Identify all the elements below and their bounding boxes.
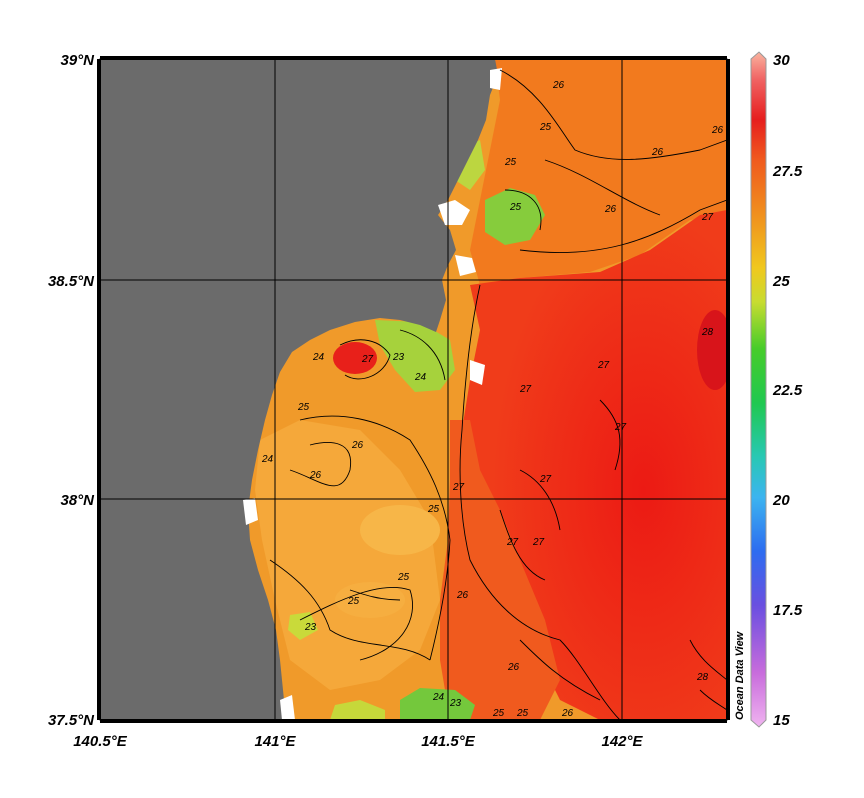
sea-patch-light-1 (360, 505, 440, 555)
cold-patch-south (400, 688, 475, 720)
contour-label: 28 (701, 327, 714, 338)
missing-data-coast-3 (243, 498, 258, 525)
contour-label: 27 (701, 212, 714, 223)
contour-labels: 25 26 26 26 27 28 27 27 27 26 25 25 24 2… (261, 80, 724, 719)
contour-label: 25 (427, 504, 440, 515)
sea-region-transition (440, 420, 560, 720)
contour-label: 27 (519, 384, 532, 395)
contour-label: 27 (452, 482, 465, 493)
lat-label: 39°N (60, 52, 95, 69)
lat-label: 38.5°N (48, 273, 95, 290)
contour-label: 23 (392, 352, 405, 363)
map-plot-area: 25 26 26 26 27 28 27 27 27 26 25 25 24 2… (100, 59, 727, 720)
colorbar-label: 17.5 (773, 602, 803, 619)
colorbar-scale (750, 51, 767, 728)
contour-label: 23 (449, 698, 462, 709)
frame-tick-bars (97, 56, 730, 723)
contour-label: 25 (492, 708, 505, 719)
contour-label: 27 (361, 354, 374, 365)
lon-label: 140.5°E (73, 733, 128, 750)
missing-data-coast-4 (280, 695, 295, 720)
contour-label: 25 (397, 572, 410, 583)
contour-label: 26 (711, 125, 724, 136)
missing-data-coast-1 (438, 200, 470, 225)
colorbar-label: 15 (773, 712, 790, 729)
contour-label: 27 (532, 537, 545, 548)
lon-label: 142°E (601, 733, 643, 750)
contour-label: 26 (351, 440, 364, 451)
map-grid (100, 59, 727, 720)
contour-label: 26 (651, 147, 664, 158)
contour-label: 25 (297, 402, 310, 413)
cold-patch-bay (375, 320, 455, 392)
contour-label: 23 (304, 622, 317, 633)
contour-label: 26 (309, 470, 322, 481)
missing-data-coast-2 (455, 255, 476, 276)
lat-label: 37.5°N (48, 712, 95, 729)
lon-label: 141°E (254, 733, 296, 750)
contour-label: 26 (552, 80, 565, 91)
contour-label: 25 (539, 122, 552, 133)
brand-watermark: Ocean Data View (734, 630, 746, 720)
missing-data-coast-6 (490, 68, 502, 90)
contour-label: 24 (414, 372, 427, 383)
missing-data-coast-5 (470, 360, 485, 385)
contour-label: 25 (516, 708, 529, 719)
colorbar: 30 27.5 25 22.5 20 17.5 15 (750, 51, 803, 729)
colorbar-label: 25 (772, 273, 790, 290)
contour-label: 26 (456, 590, 469, 601)
contour-label: 27 (614, 422, 627, 433)
contour-label: 27 (539, 474, 552, 485)
lat-label: 38°N (60, 492, 95, 509)
colorbar-label: 22.5 (772, 382, 803, 399)
isotherm-contours (269, 69, 727, 720)
cold-patch-west (288, 612, 318, 640)
lon-label: 141.5°E (421, 733, 476, 750)
contour-label: 26 (561, 708, 574, 719)
colorbar-label: 20 (772, 492, 790, 509)
contour-label: 24 (312, 352, 325, 363)
contour-label: 24 (432, 692, 445, 703)
cold-patch-north (485, 188, 545, 245)
colorbar-label: 27.5 (772, 163, 803, 180)
contour-label: 25 (509, 202, 522, 213)
colorbar-label: 30 (773, 52, 790, 69)
contour-label: 27 (597, 360, 610, 371)
contour-label: 26 (507, 662, 520, 673)
contour-label: 24 (261, 454, 274, 465)
hot-spot-east (697, 310, 727, 390)
longitude-labels: 140.5°E 141°E 141.5°E 142°E (73, 733, 643, 750)
contour-label: 25 (504, 157, 517, 168)
contour-label: 26 (604, 204, 617, 215)
hot-spot-coastal (333, 342, 377, 374)
contour-label: 28 (696, 672, 709, 683)
latitude-labels: 39°N 38.5°N 38°N 37.5°N (48, 52, 95, 729)
land-mass (100, 59, 498, 720)
cold-patch-southwest (330, 700, 385, 720)
contour-label: 27 (506, 537, 519, 548)
contour-label: 25 (347, 596, 360, 607)
